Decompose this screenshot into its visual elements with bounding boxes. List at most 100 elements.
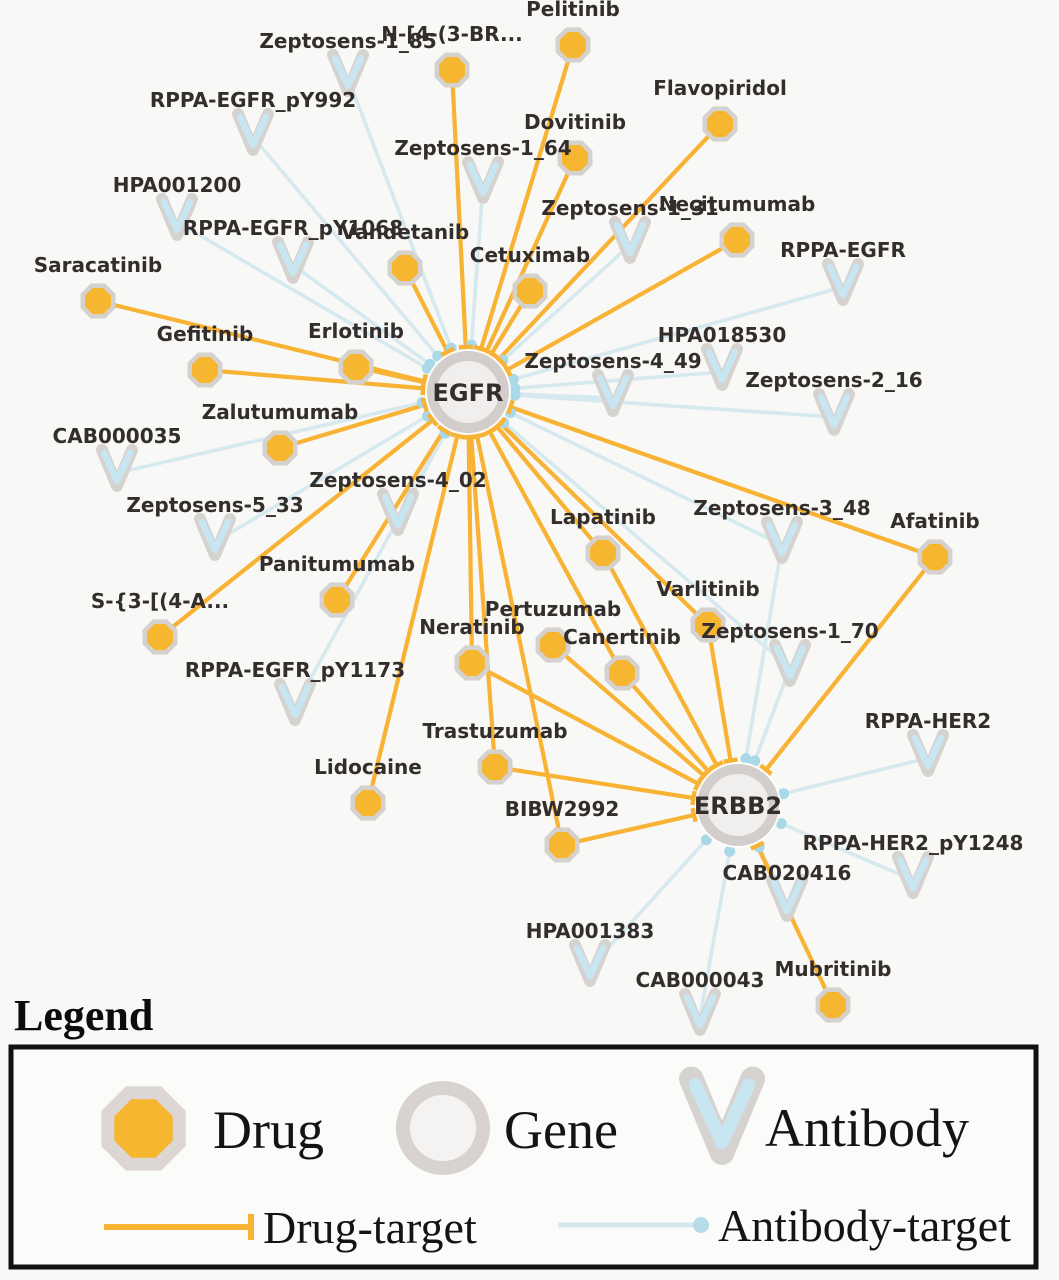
drug-node-dovitinib	[557, 140, 593, 176]
gene-circle-icon	[396, 1081, 490, 1175]
antibody-label-rppa-egfr-py992: RPPA-EGFR_pY992	[150, 88, 356, 112]
edge-antibody-target-cab000035-egfr	[116, 390, 469, 475]
drug-label-flavopiridol: Flavopiridol	[653, 76, 787, 100]
legend: Legend Drug Gene Antibody Drug-target	[8, 991, 1039, 1270]
drug-node-trastuzumab	[477, 749, 513, 785]
edge-antibody-target-hpa001383-erbb2-dot	[700, 834, 712, 846]
edge-drug-target-varlitinib-erbb2-tee	[723, 757, 738, 764]
antibody-node-rppa-her2	[907, 729, 949, 777]
edge-antibody-target-zeptosens-3-48-erbb2-dot	[740, 753, 752, 765]
drug-label-panitumumab: Panitumumab	[259, 552, 415, 576]
drug-label-lapatinib: Lapatinib	[550, 505, 656, 529]
edge-drug-target-bibw2992-egfr	[465, 391, 565, 846]
antibody-node-zeptosens-3-48	[761, 516, 803, 564]
edge-antibody-target-rppa-egfr-egfr	[467, 285, 844, 394]
antibody-node-zeptosens-5-33	[194, 513, 236, 561]
antibody-node-zeptosens-1-70	[769, 639, 811, 687]
edge-drug-target-lidocaine-egfr	[365, 391, 471, 804]
legend-antibody-label: Antibody	[765, 1098, 969, 1158]
edge-antibody-target-rppa-her2-py1248-erbb2-dot	[775, 818, 787, 830]
antibody-label-rppa-her2: RPPA-HER2	[865, 709, 991, 733]
antibody-node-rppa-egfr-py1173	[274, 678, 316, 726]
edge-drug-target-bibw2992-egfr-tee	[469, 432, 485, 440]
drug-label-afatinib: Afatinib	[890, 509, 980, 533]
drug-label-dovitinib: Dovitinib	[524, 110, 626, 134]
edge-drug-target-zalutumumab-egfr-tee	[420, 397, 430, 413]
antibody-node-zeptosens-4-49	[592, 369, 634, 417]
antibody-node-rppa-egfr-py992	[232, 108, 274, 156]
antibody-node-zeptosens-2-16	[813, 388, 855, 436]
drug-node-erlotinib	[338, 349, 374, 385]
antibody-label-rppa-her2-py1248: RPPA-HER2_pY1248	[803, 831, 1024, 855]
gene-node-erbb2	[697, 764, 779, 846]
edge-antibody-target-rppa-egfr-py1068-egfr-dot	[424, 358, 436, 370]
antibody-chevron-icon	[678, 1066, 766, 1165]
antibody-node-cab020416	[766, 874, 808, 922]
drug-node-lapatinib	[585, 535, 621, 571]
antibody-target-edge-icon	[558, 1217, 709, 1233]
drug-node-panitumumab	[319, 582, 355, 618]
antibody-node-rppa-egfr	[822, 258, 864, 306]
edge-drug-target-s-3-4-a-egfr	[158, 390, 470, 639]
drug-node-bibw2992	[544, 827, 580, 863]
drug-node-saracatinib	[80, 283, 116, 319]
edge-drug-target-varlitinib-egfr	[466, 390, 710, 627]
drug-node-s-3-4-a	[142, 619, 178, 655]
edge-end-markers-layer	[416, 339, 790, 857]
edge-drug-target-afatinib-erbb2	[736, 555, 937, 807]
edge-drug-target-vandetanib-egfr-tee	[440, 346, 455, 358]
drug-label-erlotinib: Erlotinib	[308, 319, 404, 343]
antibody-label-zeptosens-3-48: Zeptosens-3_48	[693, 496, 870, 520]
drug-target-edges-layer	[97, 44, 937, 1006]
drug-node-varlitinib	[690, 607, 726, 643]
edge-drug-target-s-3-4-a-egfr-tee	[426, 413, 439, 427]
antibody-label-zeptosens-1-64: Zeptosens-1_64	[394, 136, 571, 160]
edge-antibody-target-cab000043-erbb2-dot	[724, 845, 736, 857]
antibody-label-cab000035: CAB000035	[53, 424, 182, 448]
antibody-node-rppa-egfr-py1068	[272, 236, 314, 284]
edge-antibody-target-zeptosens-3-48-egfr	[467, 390, 783, 547]
nodes-layer	[80, 27, 953, 1036]
drug-node-canertinib	[604, 655, 640, 691]
edge-drug-target-flavopiridol-egfr	[466, 122, 722, 394]
drug-label-zalutumumab: Zalutumumab	[202, 400, 359, 424]
edge-drug-target-bibw2992-erbb2-tee	[690, 807, 698, 823]
antibody-node-hpa001200	[156, 193, 198, 241]
drug-node-necitumumab	[719, 222, 755, 258]
antibody-node-zeptosens-1-64	[462, 156, 504, 204]
drug-node-gefitinib	[187, 352, 223, 388]
edge-drug-target-lidocaine-egfr-tee	[450, 431, 465, 440]
drug-target-edge-icon	[104, 1214, 254, 1240]
drug-label-n-4-3-br: N-[4-(3-BR...	[381, 22, 523, 46]
antibody-node-rppa-her2-py1248	[892, 851, 934, 899]
gene-label-egfr: EGFR	[433, 379, 504, 407]
edge-antibody-target-zeptosens-1-70-egfr	[466, 390, 792, 670]
edge-drug-target-erlotinib-egfr-tee	[420, 374, 428, 390]
edge-antibody-target-hpa001200-egfr	[176, 220, 469, 394]
drug-label-canertinib: Canertinib	[563, 625, 681, 649]
antibody-label-rppa-egfr-py1068: RPPA-EGFR_pY1068	[183, 216, 403, 240]
antibody-label-zeptosens-1-31: Zeptosens-1_31	[541, 196, 718, 220]
drug-label-pelitinib: Pelitinib	[526, 0, 620, 21]
edge-drug-target-mubritinib-erbb2-tee	[750, 840, 765, 851]
antibody-node-hpa001383	[569, 939, 611, 987]
antibody-node-zeptosens-1-31	[609, 216, 651, 264]
edge-antibody-target-zeptosens-1-70-erbb2-dot	[749, 755, 761, 767]
drug-label-neratinib: Neratinib	[419, 615, 525, 639]
drug-node-pelitinib	[555, 27, 591, 63]
drug-label-lidocaine: Lidocaine	[314, 755, 422, 779]
edge-drug-target-pelitinib-egfr	[465, 44, 576, 393]
drug-label-saracatinib: Saracatinib	[34, 253, 162, 277]
edge-drug-target-necitumumab-egfr	[466, 238, 739, 394]
antibody-label-zeptosens-5-33: Zeptosens-5_33	[126, 493, 303, 517]
antibody-label-zeptosens-4-02: Zeptosens-4_02	[309, 468, 486, 492]
antibody-label-hpa001383: HPA001383	[526, 919, 655, 943]
edge-drug-target-canertinib-erbb2-tee	[701, 764, 716, 778]
drug-label-pertuzumab: Pertuzumab	[485, 597, 621, 621]
drug-label-necitumumab: Necitumumab	[659, 192, 816, 216]
drug-node-n-4-3-br	[434, 52, 470, 88]
drug-label-trastuzumab: Trastuzumab	[422, 719, 567, 743]
edge-antibody-target-zeptosens-1-85-egfr	[346, 77, 470, 393]
